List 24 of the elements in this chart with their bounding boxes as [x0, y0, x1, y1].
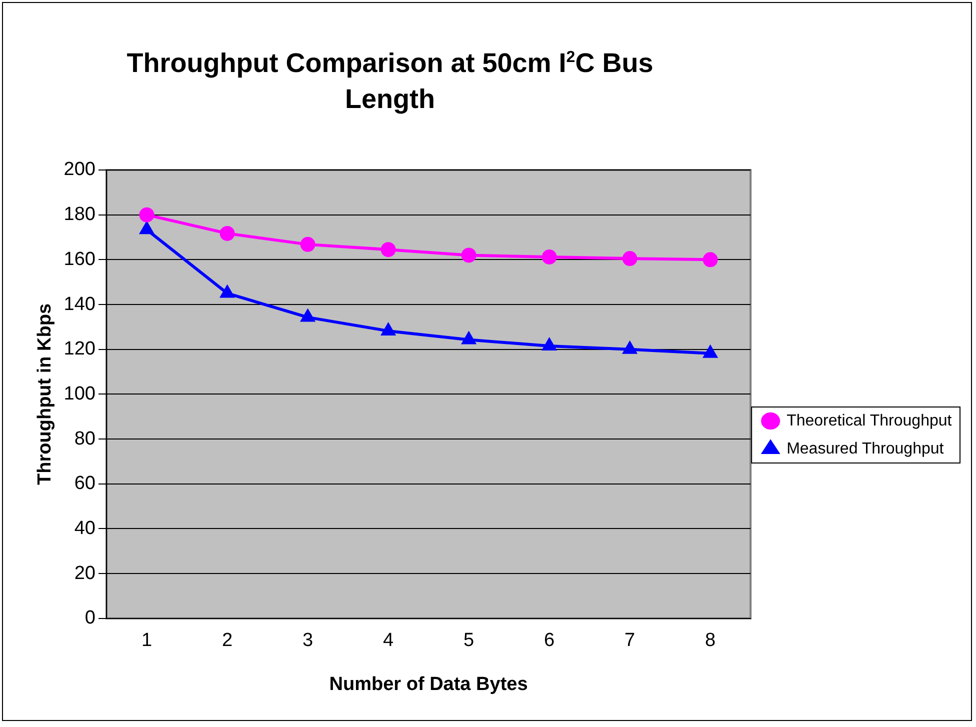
y-axis-title: Throughput in Kbps — [34, 303, 56, 485]
x-tick-label: 4 — [382, 630, 394, 652]
x-axis-title: Number of Data Bytes — [329, 674, 528, 695]
y-tick-label: 0 — [84, 608, 96, 629]
y-tick-label: 140 — [64, 294, 96, 315]
x-tick-label: 3 — [302, 630, 314, 652]
y-tick-label: 160 — [64, 248, 96, 270]
legend-label: Theoretical Throughput — [786, 412, 952, 430]
x-tick-label: 8 — [705, 630, 716, 652]
x-tick-label: 2 — [222, 630, 233, 652]
y-tick-label: 200 — [64, 159, 96, 180]
y-tick-label: 80 — [74, 428, 96, 450]
legend-label: Measured Throughput — [786, 440, 944, 458]
y-tick-label: 40 — [74, 518, 96, 539]
y-tick-label: 100 — [64, 383, 96, 404]
y-tick-label: 180 — [64, 204, 96, 226]
x-tick-label: 5 — [464, 630, 474, 652]
chart-title: Throughput Comparison at 50cm I$^{2}$C Bus Length — [126, 48, 654, 114]
x-tick-label: 6 — [544, 630, 555, 652]
y-tick-label: 120 — [64, 338, 96, 360]
x-tick-label: 7 — [624, 630, 636, 652]
y-tick-label: 60 — [74, 473, 96, 494]
x-tick-label: 1 — [141, 630, 152, 652]
y-tick-label: 20 — [74, 562, 96, 584]
